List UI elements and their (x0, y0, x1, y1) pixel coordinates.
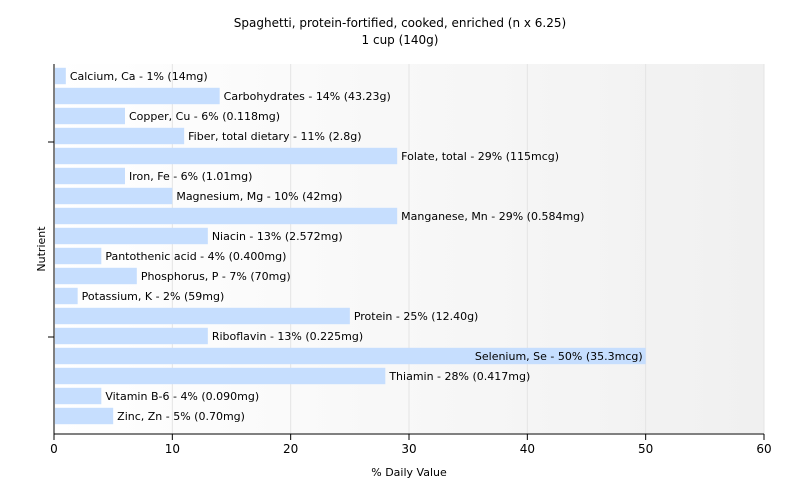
bar-label: Magnesium, Mg - 10% (42mg) (176, 190, 342, 203)
grid-lines (171, 64, 765, 434)
bar (55, 347, 646, 365)
bar-label: Folate, total - 29% (115mcg) (401, 150, 559, 163)
bar-label: Phosphorus, P - 7% (70mg) (141, 270, 291, 283)
bar (55, 247, 102, 265)
bar (55, 167, 125, 185)
bar (55, 187, 173, 205)
x-tick-label: 60 (756, 442, 771, 456)
bar-label: Selenium, Se - 50% (35.3mcg) (475, 350, 643, 363)
x-tick-label: 20 (283, 442, 298, 456)
bar-label: Carbohydrates - 14% (43.23g) (224, 90, 391, 103)
bar (55, 287, 78, 305)
bar-labels: Calcium, Ca - 1% (14mg) Carbohydrates - 1… (70, 70, 643, 423)
bar (55, 127, 185, 145)
bar (55, 207, 398, 225)
bar (55, 307, 350, 325)
bar-label: Iron, Fe - 6% (1.01mg) (129, 170, 252, 183)
bar (55, 87, 220, 105)
x-tick-label: 50 (638, 442, 653, 456)
bar-label: Pantothenic acid - 4% (0.400mg) (105, 250, 286, 263)
x-tick-label: 0 (50, 442, 58, 456)
bar (55, 267, 137, 285)
bar-label: Thiamin - 28% (0.417mg) (388, 370, 530, 383)
bar-label: Vitamin B-6 - 4% (0.090mg) (105, 390, 259, 403)
bar-label: Manganese, Mn - 29% (0.584mg) (401, 210, 584, 223)
x-axis-title: % Daily Value (371, 466, 447, 479)
x-tick-label: 40 (520, 442, 535, 456)
bar-label: Fiber, total dietary - 11% (2.8g) (188, 130, 361, 143)
bar (55, 407, 114, 425)
x-tick-label: 30 (401, 442, 416, 456)
bar-label: Potassium, K - 2% (59mg) (82, 290, 225, 303)
bar (55, 327, 208, 345)
chart-title: Spaghetti, protein-fortified, cooked, en… (234, 16, 566, 30)
x-ticks: 0 10 20 30 40 50 60 (50, 434, 772, 456)
bar-label: Protein - 25% (12.40g) (354, 310, 479, 323)
bar-label: Riboflavin - 13% (0.225mg) (212, 330, 363, 343)
bar (55, 387, 102, 405)
bar (55, 67, 66, 85)
chart-subtitle: 1 cup (140g) (362, 33, 439, 47)
bar-label: Calcium, Ca - 1% (14mg) (70, 70, 208, 83)
y-axis-title: Nutrient (35, 226, 48, 272)
x-tick-label: 10 (165, 442, 180, 456)
bars (55, 67, 646, 425)
bar (55, 227, 208, 245)
bar (55, 367, 386, 385)
bar (55, 107, 125, 125)
bar-label: Zinc, Zn - 5% (0.70mg) (117, 410, 245, 423)
bar-label: Niacin - 13% (2.572mg) (212, 230, 343, 243)
bar (55, 147, 398, 165)
bar-label: Copper, Cu - 6% (0.118mg) (129, 110, 280, 123)
